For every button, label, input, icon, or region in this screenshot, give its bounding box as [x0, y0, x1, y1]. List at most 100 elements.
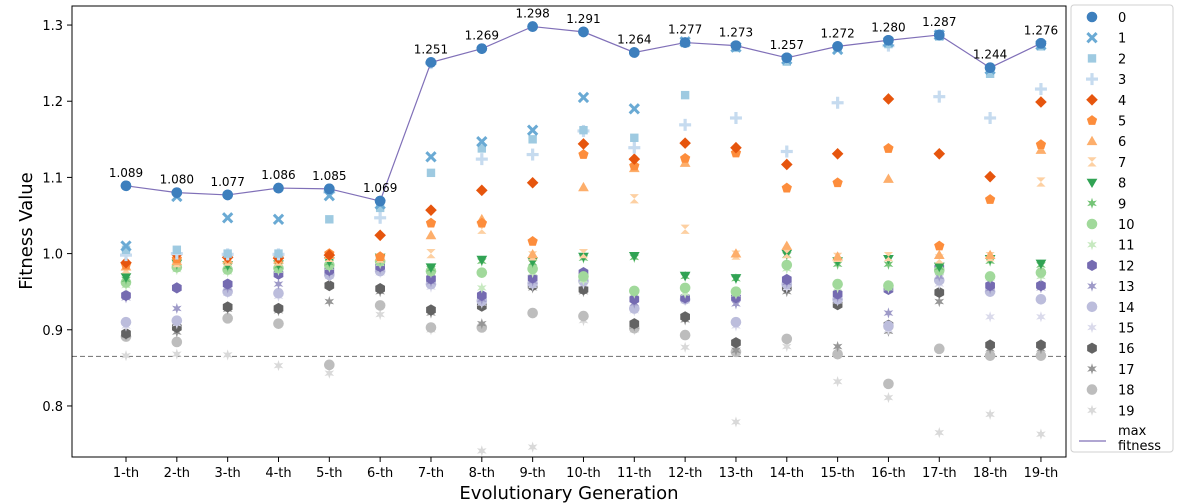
point-s8-g17 [933, 262, 945, 272]
legend-label-8: 8 [1118, 177, 1126, 192]
point-s19-g9 [527, 441, 538, 453]
point-s1-g3 [221, 212, 234, 224]
max-point-g7 [425, 57, 437, 68]
point-s16-g17 [934, 286, 945, 299]
x-tick-label: 8-th [469, 466, 495, 481]
point-s7-g12 [680, 224, 690, 234]
point-s8-g19 [1035, 259, 1047, 269]
point-s8-g13 [730, 274, 742, 284]
point-s16-g13 [731, 337, 741, 349]
point-s8-g7 [425, 263, 437, 273]
max-point-g6 [374, 195, 386, 207]
legend-label-12: 12 [1118, 259, 1135, 274]
legend-label-9: 9 [1118, 197, 1126, 212]
point-s2-g10 [579, 125, 588, 135]
max-value-label: 1.085 [312, 169, 346, 183]
point-s1-g11 [628, 103, 640, 115]
point-s12-g18 [985, 279, 995, 292]
x-tick-label: 17-th [922, 466, 957, 481]
max-point-g1 [120, 180, 132, 192]
point-s16-g11 [629, 318, 640, 330]
point-s10-g12 [679, 282, 691, 294]
point-s1-g9 [526, 124, 539, 136]
point-s12-g3 [222, 278, 233, 290]
legend-label-1: 1 [1118, 32, 1126, 47]
point-s4-g6 [374, 229, 386, 242]
point-s16-g6 [375, 283, 385, 295]
point-s1-g1 [120, 240, 132, 252]
max-point-g3 [222, 189, 233, 201]
point-s16-g1 [121, 327, 131, 340]
point-s6-g13 [730, 248, 742, 258]
point-s4-g17 [933, 147, 946, 160]
legend-marker-10 [1086, 218, 1098, 230]
point-s4-g15 [831, 147, 844, 160]
legend-label-2: 2 [1118, 52, 1126, 67]
max-value-label: 1.257 [770, 38, 804, 52]
x-tick-label: 12-th [668, 466, 703, 481]
point-s14-g19 [1035, 294, 1047, 305]
point-s1-g10 [577, 91, 590, 104]
point-s8-g12 [679, 271, 691, 282]
legend-marker-7 [1087, 157, 1097, 167]
point-s2-g5 [325, 215, 334, 224]
point-s10-g10 [578, 271, 589, 282]
max-point-g19 [1035, 38, 1047, 49]
point-s10-g15 [832, 278, 843, 290]
point-s18-g16 [883, 378, 894, 390]
y-tick-label: 1.1 [42, 171, 63, 186]
max-value-label: 1.244 [973, 48, 1007, 62]
point-s5-g16 [883, 143, 894, 153]
legend-label-19: 19 [1118, 404, 1135, 419]
max-point-g2 [171, 187, 183, 198]
point-s16-g7 [426, 304, 436, 316]
point-s5-g10 [578, 149, 589, 159]
point-s10-g8 [476, 267, 488, 278]
point-s5-g7 [425, 217, 437, 228]
point-s12-g8 [476, 289, 487, 302]
max-value-label: 1.080 [160, 173, 194, 187]
legend-marker-8 [1086, 178, 1098, 188]
point-s6-g17 [933, 249, 945, 260]
point-s13-g16 [883, 307, 894, 319]
point-s10-g14 [781, 259, 793, 271]
max-value-label: 1.089 [109, 166, 143, 180]
legend-marker-12 [1087, 259, 1097, 271]
point-s6-g7 [425, 229, 437, 240]
point-s19-g2 [171, 348, 182, 360]
point-s19-g19 [1036, 428, 1046, 440]
x-tick-label: 9-th [519, 466, 545, 481]
max-value-label: 1.276 [1024, 23, 1058, 37]
point-s7-g7 [426, 248, 436, 259]
x-tick-label: 1-th [113, 466, 139, 481]
point-s11-g8 [476, 282, 487, 294]
point-s18-g9 [527, 307, 538, 319]
point-s14-g1 [120, 316, 132, 328]
point-s18-g19 [1035, 350, 1047, 361]
legend-label-0: 0 [1118, 11, 1126, 26]
point-s5-g11 [629, 160, 640, 171]
point-s3-g19 [1034, 83, 1047, 96]
point-s5-g6 [375, 251, 386, 262]
x-tick-label: 19-th [1024, 466, 1059, 481]
point-s5-g18 [984, 194, 996, 204]
point-s18-g3 [222, 313, 233, 324]
max-value-label: 1.069 [363, 181, 397, 195]
point-s4-g5 [323, 249, 336, 261]
max-value-label: 1.272 [820, 26, 854, 40]
point-s15-g19 [1036, 311, 1046, 323]
point-s6-g18 [984, 249, 996, 260]
point-s3-g6 [374, 211, 387, 224]
point-s3-g18 [984, 111, 997, 124]
x-tick-label: 10-th [566, 466, 601, 481]
x-tick-label: 15-th [820, 466, 855, 481]
point-s11-g12 [680, 287, 690, 299]
point-s5-g8 [476, 217, 487, 228]
point-s19-g1 [121, 350, 131, 362]
legend-marker-11 [1087, 239, 1097, 251]
point-s2-g2 [172, 245, 182, 254]
max-value-label: 1.251 [414, 42, 448, 56]
point-s2-g18 [985, 69, 995, 79]
point-s18-g6 [374, 300, 386, 311]
point-s4-g8 [476, 184, 488, 197]
